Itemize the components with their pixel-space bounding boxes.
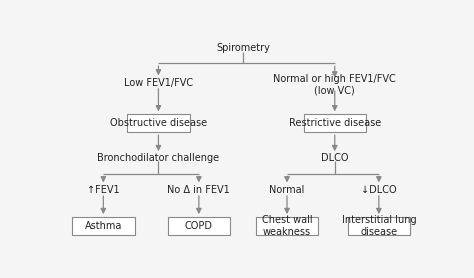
FancyBboxPatch shape (127, 114, 190, 132)
Text: Bronchodilator challenge: Bronchodilator challenge (97, 153, 219, 163)
Text: ↓DLCO: ↓DLCO (361, 185, 397, 195)
Text: COPD: COPD (185, 221, 213, 231)
Text: Chest wall
weakness: Chest wall weakness (262, 215, 312, 237)
FancyBboxPatch shape (168, 217, 230, 235)
Text: Asthma: Asthma (85, 221, 122, 231)
Text: Restrictive disease: Restrictive disease (289, 118, 381, 128)
Text: Normal: Normal (269, 185, 305, 195)
FancyBboxPatch shape (347, 217, 410, 235)
Text: Low FEV1/FVC: Low FEV1/FVC (124, 78, 193, 88)
FancyBboxPatch shape (72, 217, 135, 235)
Text: Interstitial lung
disease: Interstitial lung disease (342, 215, 416, 237)
Text: ↑FEV1: ↑FEV1 (87, 185, 119, 195)
Text: Spirometry: Spirometry (216, 43, 270, 53)
FancyBboxPatch shape (303, 114, 366, 132)
Text: Normal or high FEV1/FVC
(low VC): Normal or high FEV1/FVC (low VC) (273, 74, 396, 96)
Text: DLCO: DLCO (321, 153, 348, 163)
FancyBboxPatch shape (256, 217, 318, 235)
Text: No Δ in FEV1: No Δ in FEV1 (167, 185, 230, 195)
Text: Obstructive disease: Obstructive disease (110, 118, 207, 128)
